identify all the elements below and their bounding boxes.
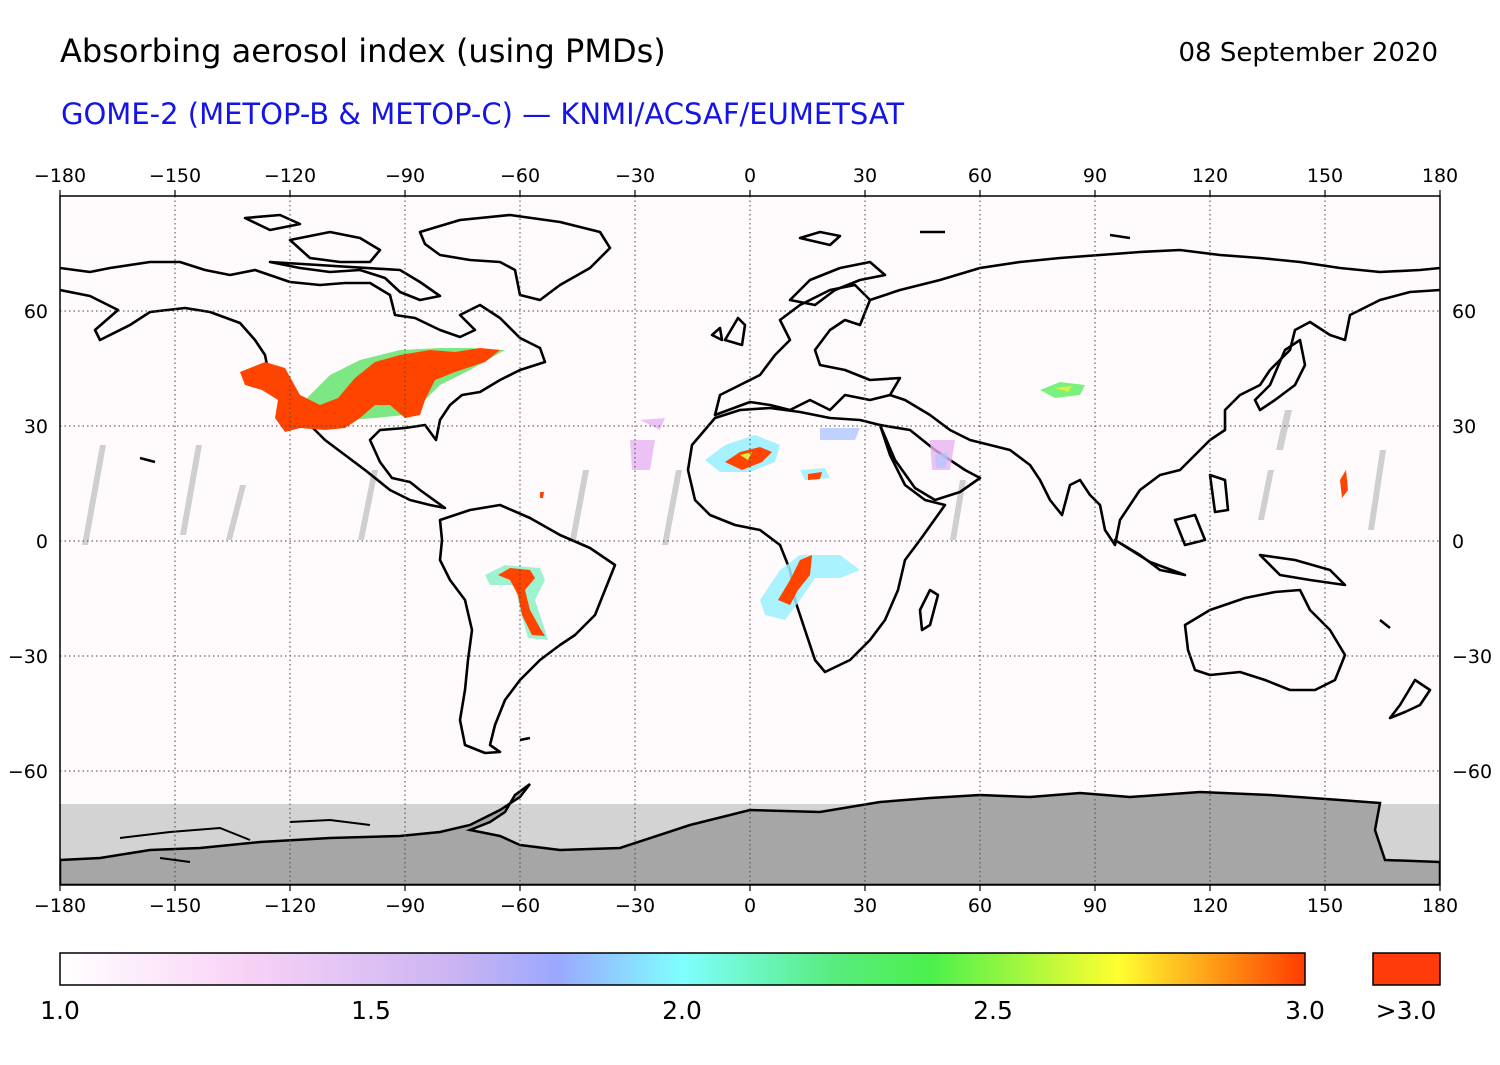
lon-label-bottom: −180 xyxy=(34,895,86,917)
lon-label-bottom: −120 xyxy=(264,895,316,917)
lat-label-right: −60 xyxy=(1452,761,1492,783)
coast-europe xyxy=(713,283,902,417)
coast-north-america xyxy=(60,260,547,510)
lon-label-top: −60 xyxy=(500,165,540,187)
lon-label-top: 60 xyxy=(968,165,992,187)
lon-label-top: 180 xyxy=(1422,165,1458,187)
lat-label-left: −60 xyxy=(8,761,48,783)
lat-labels-left: 60 30 0 −30 −60 xyxy=(8,301,48,783)
plume-south-america-core xyxy=(498,568,545,636)
colorbar: 1.0 1.5 2.0 2.5 3.0 >3.0 xyxy=(40,952,1441,1025)
colorbar-label: 1.0 xyxy=(40,996,80,1025)
colorbar-label: 3.0 xyxy=(1285,996,1325,1025)
coast-arctic-islands xyxy=(243,213,442,302)
map-subtitle: GOME-2 (METOP-B & METOP-C) — KNMI/ACSAF/… xyxy=(61,97,905,131)
coast-australia xyxy=(1183,588,1347,692)
lat-label-right: 60 xyxy=(1452,301,1476,323)
lon-label-bottom: 30 xyxy=(853,895,877,917)
colorbar-label: 2.5 xyxy=(973,996,1013,1025)
lon-label-bottom: −30 xyxy=(615,895,655,917)
plume-southern-africa-core xyxy=(778,555,812,605)
lon-label-bottom: 180 xyxy=(1422,895,1458,917)
lon-labels-bottom: −180 −150 −120 −90 −60 −30 0 30 60 90 12… xyxy=(34,895,1458,917)
coast-africa xyxy=(686,406,947,674)
gridlines xyxy=(60,196,1440,885)
lon-label-top: 90 xyxy=(1083,165,1107,187)
lat-label-left: −30 xyxy=(8,646,48,668)
colorbar-overflow-box xyxy=(1372,952,1441,986)
coastlines xyxy=(60,213,1440,755)
map-panel xyxy=(60,196,1440,885)
colorbar-label: 1.5 xyxy=(351,996,391,1025)
lat-labels-right: 60 30 0 −30 −60 xyxy=(1452,301,1492,783)
lon-label-top: 0 xyxy=(744,165,756,187)
lon-label-bottom: 0 xyxy=(744,895,756,917)
plume-north-america-core xyxy=(240,348,500,432)
coast-south-america xyxy=(438,503,617,755)
lat-label-right: 30 xyxy=(1452,416,1476,438)
no-data-swaths xyxy=(82,410,1386,545)
lon-label-bottom: −90 xyxy=(385,895,425,917)
lon-label-top: −180 xyxy=(34,165,86,187)
map-date: 08 September 2020 xyxy=(1178,38,1439,68)
lon-label-bottom: 60 xyxy=(968,895,992,917)
lon-label-top: −120 xyxy=(264,165,316,187)
lat-label-left: 60 xyxy=(24,301,48,323)
lon-label-bottom: 120 xyxy=(1192,895,1228,917)
lon-label-bottom: 90 xyxy=(1083,895,1107,917)
tick-marks xyxy=(59,190,1441,891)
lon-label-top: −30 xyxy=(615,165,655,187)
lat-label-left: 30 xyxy=(24,416,48,438)
lon-label-top: 30 xyxy=(853,165,877,187)
map-title: Absorbing aerosol index (using PMDs) xyxy=(60,32,666,70)
aerosol-plumes xyxy=(240,348,1348,640)
colorbar-gradient-bar xyxy=(59,952,1306,986)
lon-label-bottom: −150 xyxy=(149,895,201,917)
lon-label-top: −90 xyxy=(385,165,425,187)
lon-label-top: 150 xyxy=(1307,165,1343,187)
lon-label-bottom: 150 xyxy=(1307,895,1343,917)
coast-asia xyxy=(869,248,1440,547)
plume-southern-africa-halo xyxy=(760,555,860,620)
lon-label-top: −150 xyxy=(149,165,201,187)
lon-label-top: 120 xyxy=(1192,165,1228,187)
lon-label-bottom: −60 xyxy=(500,895,540,917)
lat-label-right: −30 xyxy=(1452,646,1492,668)
lon-labels-top: −180 −150 −120 −90 −60 −30 0 30 60 90 12… xyxy=(34,165,1458,187)
lat-label-right: 0 xyxy=(1452,531,1464,553)
colorbar-label: 2.0 xyxy=(662,996,702,1025)
coast-greenland xyxy=(418,213,612,302)
colorbar-overflow-label: >3.0 xyxy=(1376,996,1437,1025)
lat-label-left: 0 xyxy=(36,531,48,553)
